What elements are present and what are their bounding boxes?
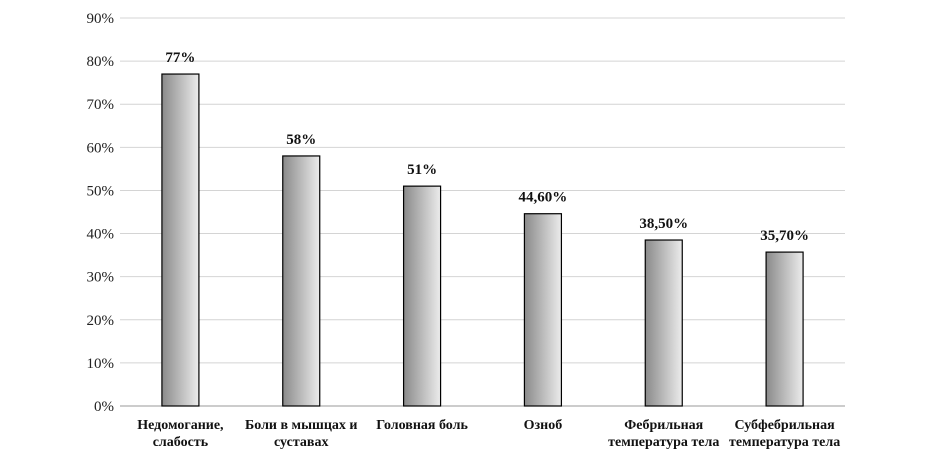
category-label: Недомогание, слабость <box>137 418 223 450</box>
bars <box>161 73 804 407</box>
y-tick-label: 40% <box>87 227 115 243</box>
category-label: Озноб <box>524 418 563 433</box>
category-label-line: суставах <box>274 435 328 450</box>
y-tick-label: 20% <box>87 313 115 329</box>
data-label: 51% <box>407 162 437 178</box>
y-tick-label: 70% <box>87 97 115 113</box>
data-label: 35,70% <box>760 228 809 244</box>
y-tick-label: 90% <box>87 11 115 27</box>
y-tick-label: 30% <box>87 270 115 286</box>
bar <box>402 185 442 407</box>
category-label-line: Головная боль <box>376 418 468 433</box>
x-axis-categories: Недомогание, слабость Боли в мышцах и суста… <box>137 418 840 450</box>
gridlines <box>120 17 845 407</box>
y-axis-ticks: 0% 10% 20% 30% 40% 50% 60% 70% 80% 90% <box>87 11 115 415</box>
y-tick-label: 50% <box>87 183 115 199</box>
category-label: Субфебрильная температура тела <box>729 418 840 450</box>
category-label-line: Недомогание, <box>137 418 223 433</box>
y-tick-label: 0% <box>94 399 114 415</box>
category-label: Фебрильная температура тела <box>608 418 719 450</box>
bar <box>765 251 804 407</box>
bar <box>161 73 200 407</box>
bar <box>282 155 321 407</box>
y-tick-label: 10% <box>87 356 115 372</box>
category-label-line: температура тела <box>729 435 840 450</box>
category-label-line: Субфебрильная <box>734 418 835 433</box>
category-label-line: Боли в мышцах и <box>245 418 357 433</box>
bar <box>523 213 563 407</box>
data-label: 77% <box>165 50 195 66</box>
data-label: 38,50% <box>639 216 688 232</box>
category-label: Боли в мышцах и суставах <box>245 418 357 450</box>
data-labels: 77% 58% 51% 44,60% 38,50% 35,70% <box>165 50 809 244</box>
category-label-line: Озноб <box>524 418 563 433</box>
y-tick-label: 60% <box>87 140 115 156</box>
data-label: 44,60% <box>519 190 568 206</box>
bar <box>644 239 683 407</box>
y-tick-label: 80% <box>87 54 115 70</box>
category-label-line: Фебрильная <box>624 418 703 433</box>
category-label-line: температура тела <box>608 435 719 450</box>
category-label-line: слабость <box>153 435 209 450</box>
data-label: 58% <box>286 132 316 148</box>
category-label: Головная боль <box>376 418 468 433</box>
